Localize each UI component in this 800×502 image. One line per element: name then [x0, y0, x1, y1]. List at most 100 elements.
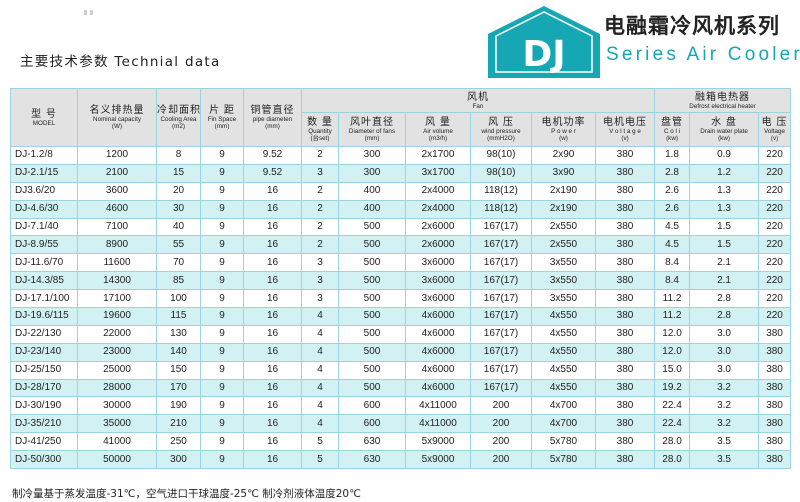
table-cell: 4 [301, 414, 339, 434]
table-cell: 167(17) [470, 324, 532, 344]
table-cell: 16 [243, 235, 302, 255]
table-cell: 220 [758, 235, 792, 255]
table-cell: 9 [200, 163, 244, 183]
dj-house-icon: DJ [488, 6, 600, 78]
table-cell: 2.6 [654, 199, 691, 219]
logo-text: DJ [522, 34, 565, 75]
group-defrost-heater: 融箱电热器 Defrost electrical heater [654, 88, 792, 113]
table-cell: 4600 [77, 199, 157, 219]
table-cell: 16 [243, 324, 302, 344]
table-cell: 4x550 [531, 307, 596, 326]
table-cell: 3 [301, 253, 339, 273]
table-cell: 2x90 [531, 146, 596, 165]
table-cell: 200 [470, 450, 532, 470]
table-cell: 85 [156, 271, 201, 291]
table-cell: 1.2 [689, 163, 760, 183]
model-cell: DJ-11.6/70 [10, 253, 78, 273]
table-cell: 9 [200, 450, 244, 470]
table-cell: 380 [758, 432, 792, 452]
table-cell: 9 [200, 432, 244, 452]
table-cell: 170 [156, 378, 201, 398]
col-fin-space: 片 距 Fin Space (mm) [200, 88, 244, 147]
table-row: DJ-14.3/85 14300 85 9 16 3 500 3x6000 167(17) 3x5… [10, 271, 792, 291]
table-cell: 16 [243, 181, 302, 201]
table-cell: 16 [243, 217, 302, 237]
table-cell: 200 [470, 414, 532, 434]
model-cell: DJ-23/140 [10, 342, 78, 362]
table-cell: 9 [200, 396, 244, 416]
table-cell: 380 [594, 253, 656, 273]
spec-table-body: DJ-1.2/8 1200 8 9 9.52 2 300 2x1700 98(10) 2x90 38… [10, 146, 792, 470]
brand-title-en: Series Air Cooler [606, 44, 800, 65]
table-cell: 380 [758, 324, 792, 344]
table-cell: 167(17) [470, 307, 532, 326]
table-row: DJ-50/300 50000 300 9 16 5 630 5x9000 200 5x780 38… [10, 450, 792, 470]
col-drain-plate: 水 盘 Drain water plate (kw) [689, 112, 760, 147]
table-cell: 2 [301, 217, 339, 237]
table-cell: 3x6000 [405, 253, 471, 273]
table-cell: 380 [758, 360, 792, 380]
table-cell: 9 [200, 253, 244, 273]
model-cell: DJ-35/210 [10, 414, 78, 434]
col-coil: 盘管 C o l i (kw) [654, 112, 691, 147]
table-cell: 11600 [77, 253, 157, 273]
col-cooling-area: 冷却面积 Cooling Area (m2) [156, 88, 201, 147]
table-cell: 4x6000 [405, 360, 471, 380]
model-cell: DJ-25/150 [10, 360, 78, 380]
table-row: DJ-41/250 41000 250 9 16 5 630 5x9000 200 5x780 38… [10, 432, 792, 452]
table-cell: 3.2 [689, 396, 760, 416]
table-cell: 4 [301, 307, 339, 326]
table-cell: 2.8 [654, 163, 691, 183]
table-cell: 2 [301, 235, 339, 255]
col-capacity: 名义排热量 Nominal capacity (W) [77, 88, 157, 147]
table-cell: 3x6000 [405, 289, 471, 309]
table-cell: 380 [594, 199, 656, 219]
table-cell: 16 [243, 432, 302, 452]
table-cell: 2x6000 [405, 235, 471, 255]
table-cell: 5x780 [531, 432, 596, 452]
table-cell: 3 [301, 163, 339, 183]
table-cell: 220 [758, 307, 792, 326]
model-cell: DJ-19.6/115 [10, 307, 78, 326]
table-cell: 2 [301, 199, 339, 219]
table-cell: 380 [758, 342, 792, 362]
table-cell: 210 [156, 414, 201, 434]
table-cell: 9 [200, 199, 244, 219]
table-cell: 9 [200, 324, 244, 344]
table-cell: 380 [594, 378, 656, 398]
table-cell: 220 [758, 217, 792, 237]
table-cell: 4x550 [531, 378, 596, 398]
table-cell: 41000 [77, 432, 157, 452]
table-cell: 140 [156, 342, 201, 362]
table-cell: 23000 [77, 342, 157, 362]
table-cell: 2x550 [531, 235, 596, 255]
table-cell: 380 [594, 324, 656, 344]
table-cell: 167(17) [470, 378, 532, 398]
table-cell: 3.0 [689, 324, 760, 344]
table-cell: 167(17) [470, 235, 532, 255]
table-row: DJ-1.2/8 1200 8 9 9.52 2 300 2x1700 98(10) 2x90 38… [10, 146, 792, 165]
table-cell: 118(12) [470, 181, 532, 201]
table-cell: 2x190 [531, 181, 596, 201]
table-cell: 3 [301, 289, 339, 309]
table-cell: 9 [200, 342, 244, 362]
table-cell: 3x550 [531, 271, 596, 291]
table-cell: 380 [758, 450, 792, 470]
table-cell: 9 [200, 289, 244, 309]
table-cell: 9 [200, 414, 244, 434]
col-wind-pressure: 风 压 wind pressure (mmH2O) [470, 112, 532, 147]
table-cell: 500 [338, 271, 406, 291]
table-cell: 16 [243, 289, 302, 309]
table-cell: 167(17) [470, 217, 532, 237]
table-cell: 4.5 [654, 217, 691, 237]
table-cell: 9 [200, 217, 244, 237]
table-cell: 8 [156, 146, 201, 165]
table-cell: 11.2 [654, 307, 691, 326]
table-cell: 150 [156, 360, 201, 380]
table-cell: 400 [338, 199, 406, 219]
table-cell: 190 [156, 396, 201, 416]
table-cell: 2x1700 [405, 146, 471, 165]
table-row: DJ-11.6/70 11600 70 9 16 3 500 3x6000 167(17) 3x5… [10, 253, 792, 273]
table-cell: 4x700 [531, 414, 596, 434]
table-row: DJ-4.6/30 4600 30 9 16 2 400 2x4000 118(12) 2x190… [10, 199, 792, 219]
